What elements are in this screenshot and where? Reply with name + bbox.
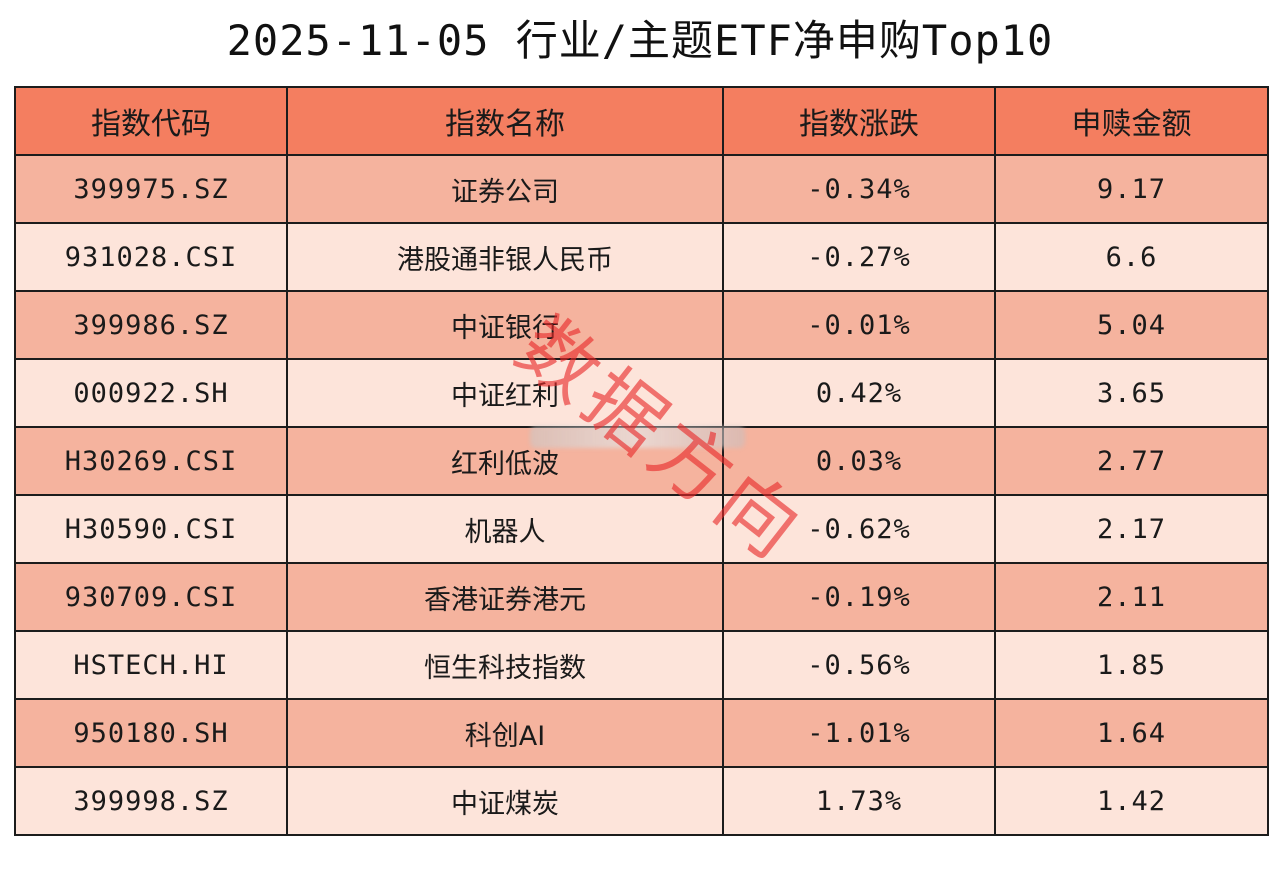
index-change-cell: 0.42% (722, 358, 996, 428)
net-amount-cell: 1.64 (994, 698, 1269, 768)
net-amount-cell: 9.17 (994, 154, 1269, 224)
net-amount-cell: 2.77 (994, 426, 1269, 496)
index-code-cell: 930709.CSI (14, 562, 288, 632)
page-title: 2025-11-05 行业/主题ETF净申购Top10 (226, 16, 1054, 65)
index-code-cell: 950180.SH (14, 698, 288, 768)
net-amount-cell: 5.04 (994, 290, 1269, 360)
table-row: 950180.SH 科创AI -1.01% 1.64 (14, 698, 1269, 768)
column-header-index-change: 指数涨跌 (722, 86, 996, 156)
net-amount-cell: 3.65 (994, 358, 1269, 428)
column-header-index-name: 指数名称 (286, 86, 724, 156)
index-change-cell: -1.01% (722, 698, 996, 768)
net-amount-cell: 2.11 (994, 562, 1269, 632)
table-row: 000922.SH 中证红利 0.42% 3.65 (14, 358, 1269, 428)
index-code-cell: H30590.CSI (14, 494, 288, 564)
index-change-cell: -0.62% (722, 494, 996, 564)
index-name-cell: 香港证券港元 (286, 562, 724, 632)
index-name-cell: 港股通非银人民币 (286, 222, 724, 292)
net-amount-cell: 1.85 (994, 630, 1269, 700)
index-code-cell: 399998.SZ (14, 766, 288, 836)
index-change-cell: 1.73% (722, 766, 996, 836)
index-change-cell: -0.19% (722, 562, 996, 632)
table-row: 399975.SZ 证券公司 -0.34% 9.17 (14, 154, 1269, 224)
table-row: HSTECH.HI 恒生科技指数 -0.56% 1.85 (14, 630, 1269, 700)
column-header-net-amount: 申赎金额 (994, 86, 1269, 156)
index-name-cell: 科创AI (286, 698, 724, 768)
index-name-cell: 中证银行 (286, 290, 724, 360)
index-change-cell: -0.56% (722, 630, 996, 700)
net-amount-cell: 6.6 (994, 222, 1269, 292)
index-name-cell: 中证煤炭 (286, 766, 724, 836)
index-name-cell: 证券公司 (286, 154, 724, 224)
index-name-cell: 机器人 (286, 494, 724, 564)
table-row: 399986.SZ 中证银行 -0.01% 5.04 (14, 290, 1269, 360)
index-name-cell: 恒生科技指数 (286, 630, 724, 700)
index-code-cell: 399986.SZ (14, 290, 288, 360)
index-name-cell: 中证红利 (286, 358, 724, 428)
table-header-row: 指数代码 指数名称 指数涨跌 申赎金额 (14, 86, 1269, 156)
index-code-cell: 399975.SZ (14, 154, 288, 224)
index-change-cell: -0.34% (722, 154, 996, 224)
index-change-cell: 0.03% (722, 426, 996, 496)
table-row: H30269.CSI 红利低波 0.03% 2.77 (14, 426, 1269, 496)
index-code-cell: HSTECH.HI (14, 630, 288, 700)
index-change-cell: -0.01% (722, 290, 996, 360)
etf-table: 指数代码 指数名称 指数涨跌 申赎金额 399975.SZ 证券公司 -0.34… (14, 86, 1269, 836)
index-code-cell: H30269.CSI (14, 426, 288, 496)
table-row: 930709.CSI 香港证券港元 -0.19% 2.11 (14, 562, 1269, 632)
net-amount-cell: 1.42 (994, 766, 1269, 836)
table-row: 931028.CSI 港股通非银人民币 -0.27% 6.6 (14, 222, 1269, 292)
table-row: H30590.CSI 机器人 -0.62% 2.17 (14, 494, 1269, 564)
table-row: 399998.SZ 中证煤炭 1.73% 1.42 (14, 766, 1269, 836)
index-code-cell: 000922.SH (14, 358, 288, 428)
index-code-cell: 931028.CSI (14, 222, 288, 292)
index-name-cell: 红利低波 (286, 426, 724, 496)
column-header-index-code: 指数代码 (14, 86, 288, 156)
index-change-cell: -0.27% (722, 222, 996, 292)
net-amount-cell: 2.17 (994, 494, 1269, 564)
